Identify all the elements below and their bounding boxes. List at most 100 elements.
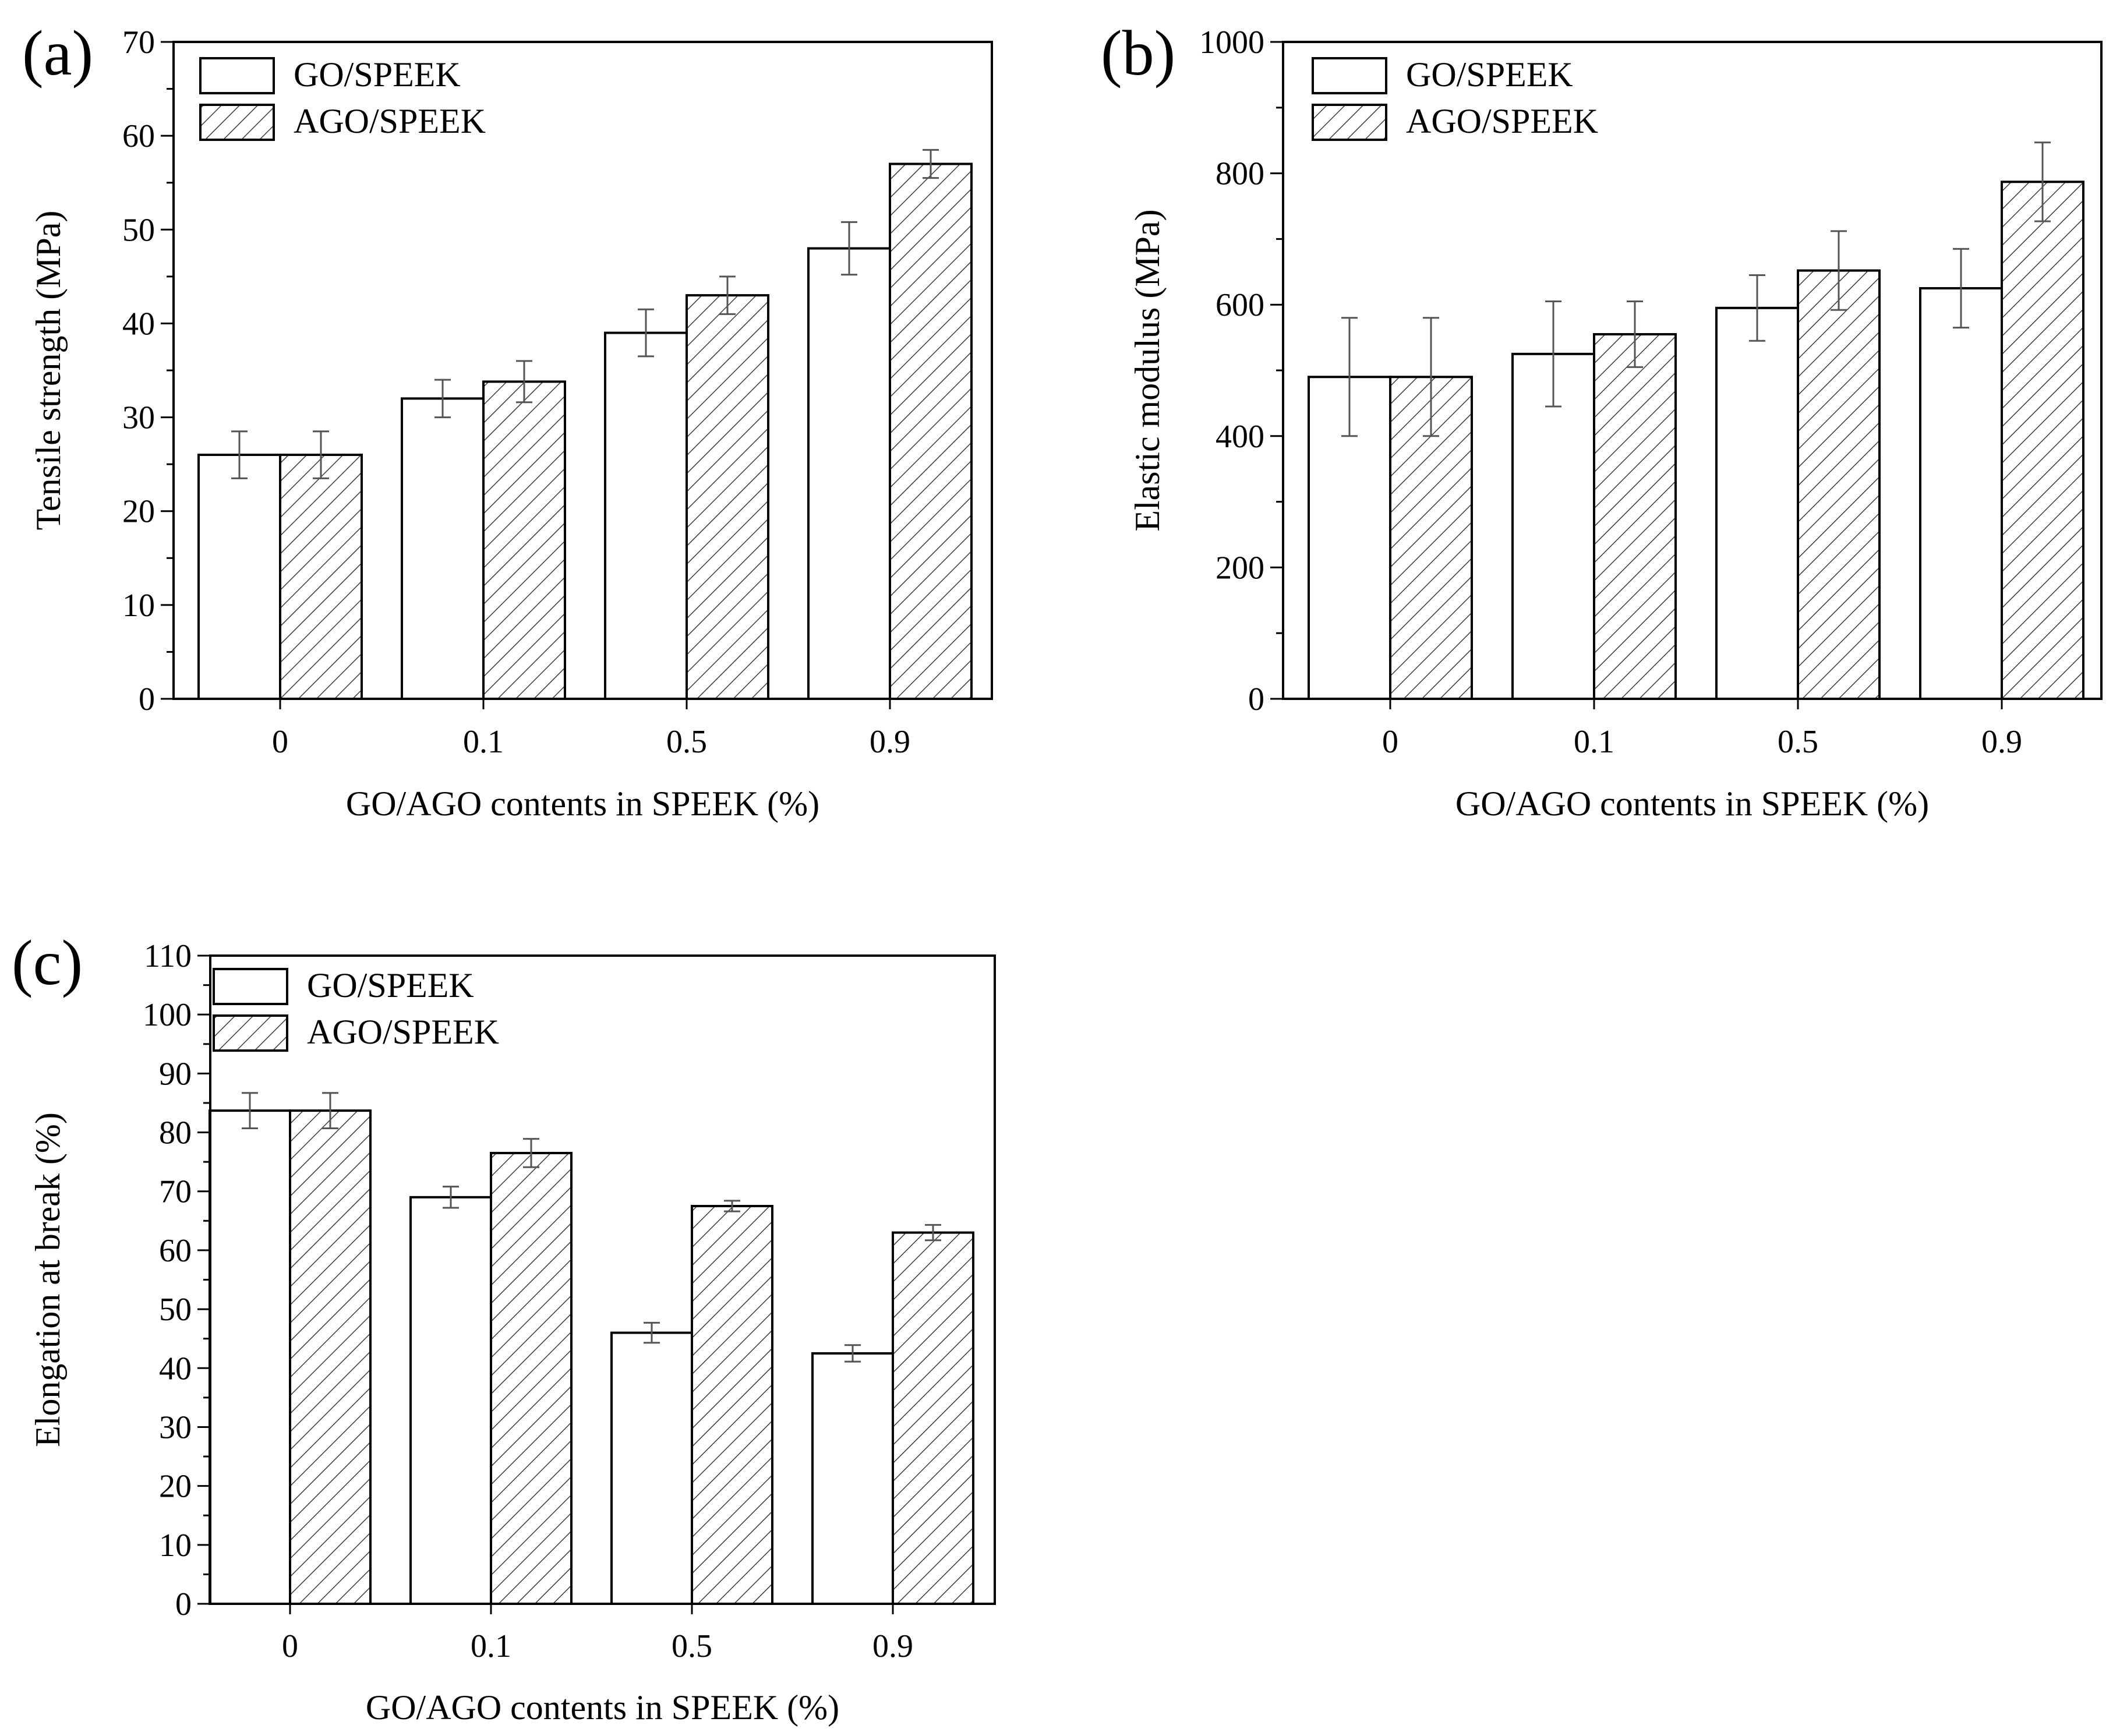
- x-tick-label: 0.9: [1981, 724, 2022, 760]
- bar-ago-speek-0.1: [490, 1151, 573, 1605]
- y-tick-label: 0: [139, 681, 155, 717]
- panel-label: (b): [1101, 17, 1175, 89]
- error-bar-ago-speek-0.5: [724, 1200, 740, 1212]
- bar-ago-speek-0: [279, 454, 363, 700]
- legend-swatch-ago-speek: [199, 104, 275, 141]
- legend-label: AGO/SPEEK: [307, 1013, 499, 1051]
- y-tick-label: 100: [143, 997, 192, 1033]
- legend-swatch-go-speek: [199, 57, 275, 94]
- error-bar-ago-speek-0.9: [923, 149, 939, 179]
- bar-ago-speek-0.9: [889, 162, 973, 700]
- plot-frame: [1282, 41, 2103, 700]
- error-bar-go-speek-0.5: [644, 1321, 660, 1344]
- x-tick-label: 0: [272, 724, 288, 760]
- error-bar-go-speek-0.1: [1545, 300, 1561, 408]
- y-tick-label: 20: [122, 494, 155, 530]
- error-bar-go-speek-0.5: [638, 308, 654, 358]
- x-tick-label: 0.9: [870, 724, 910, 760]
- bar-go-speek-0.9: [1919, 287, 2003, 700]
- error-bar-ago-speek-0.5: [1831, 230, 1847, 311]
- y-tick-label: 40: [159, 1350, 192, 1387]
- error-bar-go-speek-0.1: [443, 1186, 459, 1209]
- y-tick-label: 110: [144, 938, 192, 974]
- x-tick-label: 0.1: [1574, 724, 1614, 760]
- legend-swatch-ago-speek: [213, 1014, 288, 1052]
- legend-swatch-go-speek: [1312, 57, 1387, 94]
- y-axis-label: Elastic modulus (MPa): [1128, 209, 1167, 531]
- error-bar-ago-speek-0.9: [2034, 142, 2051, 222]
- bar-ago-speek-0.9: [892, 1231, 974, 1605]
- legend-label: GO/SPEEK: [294, 55, 461, 94]
- error-bar-go-speek-0.9: [841, 221, 857, 276]
- error-bar-go-speek-0.9: [845, 1344, 861, 1363]
- x-axis-label: GO/AGO contents in SPEEK (%): [346, 784, 819, 823]
- x-tick-label: 0.5: [666, 724, 707, 760]
- error-bar-ago-speek-0: [322, 1092, 338, 1129]
- error-bar-go-speek-0: [242, 1092, 258, 1129]
- bar-ago-speek-0.5: [691, 1205, 773, 1605]
- panel-c-elongation-at-break: 0 0.1 0.5 0.9 0 10 20 30 40 50 60 70 80 90 100 110 GO/SP…: [12, 927, 996, 1727]
- plot-frame: [172, 41, 993, 700]
- bar-go-speek-0.5: [1715, 306, 1799, 700]
- legend-swatch-go-speek: [213, 968, 288, 1005]
- error-bar-ago-speek-0: [1423, 317, 1439, 437]
- error-bar-ago-speek-0: [313, 430, 329, 479]
- bar-go-speek-0.1: [401, 397, 485, 700]
- y-tick-label: 80: [159, 1115, 192, 1151]
- plot-frame: [209, 954, 996, 1605]
- x-tick-label: 0.1: [463, 724, 504, 760]
- bar-go-speek-0.1: [409, 1196, 492, 1605]
- legend-label: AGO/SPEEK: [1406, 102, 1598, 140]
- panel-label: (c): [12, 927, 83, 998]
- y-tick-label: 50: [122, 212, 155, 248]
- y-tick-label: 400: [1216, 419, 1264, 455]
- bar-go-speek-0.5: [610, 1331, 693, 1606]
- y-tick-label: 70: [159, 1174, 192, 1210]
- bar-go-speek-0.9: [811, 1352, 894, 1606]
- error-bar-go-speek-0: [231, 430, 248, 479]
- y-tick-label: 600: [1216, 287, 1264, 323]
- error-bar-ago-speek-0.1: [1627, 300, 1643, 368]
- bar-go-speek-0.5: [604, 331, 688, 700]
- legend-label: AGO/SPEEK: [294, 102, 486, 140]
- y-tick-label: 800: [1216, 156, 1264, 192]
- error-bar-go-speek-0: [1341, 317, 1358, 437]
- x-tick-label: 0.5: [672, 1628, 712, 1664]
- x-tick-label: 0.1: [471, 1628, 511, 1664]
- error-bar-ago-speek-0.1: [516, 360, 532, 404]
- x-tick-label: 0.5: [1778, 724, 1818, 760]
- y-tick-label: 200: [1216, 550, 1264, 586]
- bar-go-speek-0: [197, 454, 281, 700]
- legend-label: GO/SPEEK: [1406, 55, 1573, 94]
- legend-label: GO/SPEEK: [307, 966, 474, 1005]
- x-axis-label: GO/AGO contents in SPEEK (%): [366, 1688, 839, 1727]
- y-tick-label: 10: [159, 1528, 192, 1564]
- bar-ago-speek-0.1: [1593, 333, 1677, 700]
- error-bar-go-speek-0.1: [434, 379, 451, 419]
- y-tick-label: 0: [1248, 681, 1264, 717]
- bar-ago-speek-0.5: [686, 294, 769, 701]
- y-tick-label: 40: [122, 306, 155, 342]
- error-bar-go-speek-0.9: [1953, 248, 1969, 329]
- x-axis-label: GO/AGO contents in SPEEK (%): [1455, 784, 1929, 823]
- y-tick-label: 20: [159, 1469, 192, 1505]
- error-bar-ago-speek-0.5: [719, 275, 736, 315]
- bar-go-speek-0.9: [807, 247, 891, 700]
- error-bar-go-speek-0.5: [1749, 274, 1765, 342]
- y-axis-label: Elongation at break (%): [29, 1112, 67, 1447]
- x-tick-label: 0: [282, 1628, 298, 1664]
- y-tick-label: 60: [122, 118, 155, 154]
- bar-ago-speek-0.1: [482, 380, 566, 700]
- panel-b-elastic-modulus: 0 0.1 0.5 0.9 0 200 400 600 800 1000 GO/SPEEK AGO/S…: [1101, 17, 2103, 823]
- panel-label: (a): [22, 17, 93, 89]
- error-bar-ago-speek-0.9: [925, 1224, 941, 1242]
- x-tick-label: 0.9: [872, 1628, 913, 1664]
- y-tick-label: 10: [122, 588, 155, 624]
- y-tick-label: 60: [159, 1233, 192, 1269]
- y-tick-label: 30: [122, 400, 155, 436]
- bar-ago-speek-0.9: [2001, 181, 2084, 701]
- y-tick-label: 1000: [1199, 24, 1264, 61]
- y-tick-label: 90: [159, 1056, 192, 1092]
- bar-ago-speek-0: [289, 1109, 372, 1605]
